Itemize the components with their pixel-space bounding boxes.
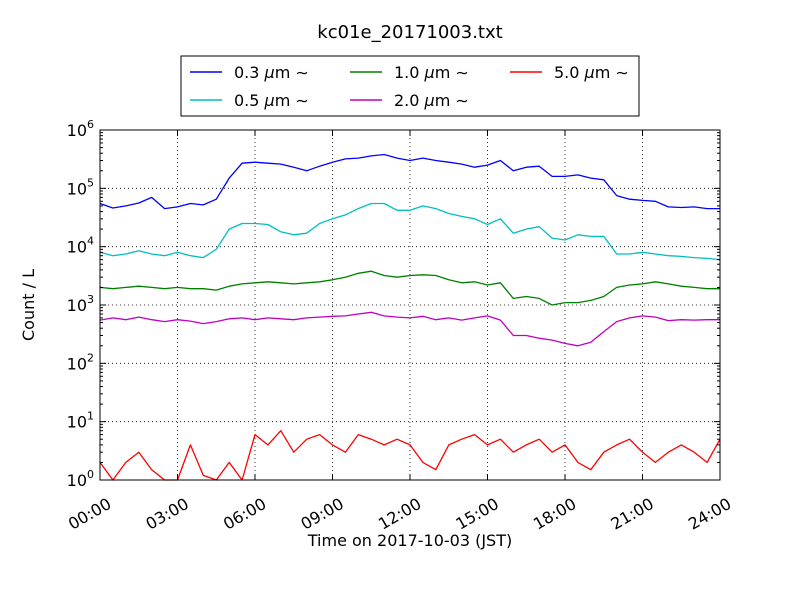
- legend-box: [180, 55, 640, 117]
- legend-label: 1.0 μm ∼: [394, 63, 469, 82]
- y-tick-labels: 100 101 102 103 104 105 106: [67, 118, 94, 490]
- y-tick-label: 103: [67, 293, 94, 315]
- legend: 0.3 μm ∼ 0.5 μm ∼ 1.0 μm ∼ 2.0 μm ∼ 5.0 μm ∼: [180, 55, 640, 117]
- series-line-0_3um: [99, 153, 720, 210]
- chart-title: kc01e_20171003.txt: [317, 22, 502, 43]
- y-tick-label: 100: [67, 468, 94, 490]
- legend-label: 5.0 μm ∼: [554, 63, 629, 82]
- tick-marks: [99, 129, 721, 481]
- grid: [100, 130, 720, 480]
- series-line-0_5um: [99, 202, 721, 261]
- series-line-2_0um: [99, 311, 720, 347]
- y-tick-label: 106: [67, 118, 94, 140]
- y-tick-label: 102: [67, 351, 94, 373]
- plot-area: [99, 129, 721, 481]
- y-tick-label: 104: [67, 235, 94, 257]
- y-tick-label: 101: [67, 410, 94, 432]
- y-axis-label: Count / L: [19, 269, 38, 341]
- series-line-1_0um: [99, 270, 720, 306]
- x-axis-label: Time on 2017-10-03 (JST): [307, 531, 512, 550]
- y-tick-label: 105: [67, 176, 94, 198]
- series-line-5_0um: [99, 430, 721, 481]
- legend-label: 0.5 μm ∼: [234, 91, 309, 110]
- legend-label: 0.3 μm ∼: [234, 63, 309, 82]
- legend-label: 2.0 μm ∼: [394, 91, 469, 110]
- series-lines: [99, 153, 721, 481]
